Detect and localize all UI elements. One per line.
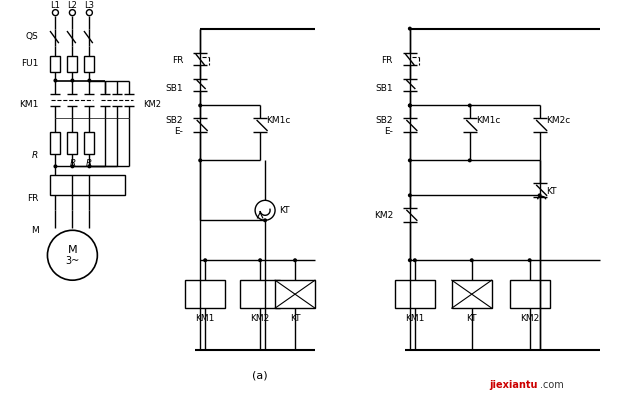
Circle shape bbox=[258, 258, 262, 262]
Circle shape bbox=[88, 79, 92, 83]
Text: KT: KT bbox=[546, 187, 556, 196]
Text: KM1: KM1 bbox=[405, 314, 424, 323]
Bar bbox=[51, 175, 125, 195]
Text: R: R bbox=[69, 159, 76, 168]
Bar bbox=[67, 132, 77, 154]
Bar bbox=[275, 280, 315, 308]
Bar bbox=[240, 280, 280, 308]
Bar bbox=[509, 280, 550, 308]
Text: KM2c: KM2c bbox=[546, 116, 570, 125]
Text: 3~: 3~ bbox=[65, 256, 79, 266]
Bar bbox=[185, 280, 225, 308]
Text: M: M bbox=[31, 226, 38, 235]
Circle shape bbox=[538, 193, 541, 197]
Circle shape bbox=[408, 258, 412, 262]
Text: M: M bbox=[68, 245, 77, 255]
Text: jiexiantu: jiexiantu bbox=[490, 380, 538, 390]
Circle shape bbox=[470, 258, 474, 262]
Text: KT: KT bbox=[290, 314, 300, 323]
Text: KM1c: KM1c bbox=[266, 116, 291, 125]
Circle shape bbox=[88, 164, 92, 168]
Text: E-: E- bbox=[174, 127, 183, 136]
Text: E-: E- bbox=[384, 127, 393, 136]
Text: SB2: SB2 bbox=[166, 116, 183, 125]
Circle shape bbox=[468, 158, 472, 162]
Circle shape bbox=[468, 103, 472, 107]
Text: L2: L2 bbox=[67, 1, 77, 10]
Circle shape bbox=[198, 103, 202, 107]
Bar bbox=[51, 132, 60, 154]
Text: .com: .com bbox=[540, 380, 563, 390]
Circle shape bbox=[408, 103, 412, 107]
Circle shape bbox=[527, 258, 532, 262]
Circle shape bbox=[53, 79, 58, 83]
Circle shape bbox=[53, 164, 58, 168]
Text: KT: KT bbox=[467, 314, 477, 323]
Text: L1: L1 bbox=[51, 1, 60, 10]
Circle shape bbox=[408, 103, 412, 107]
Circle shape bbox=[408, 26, 412, 30]
Text: SB1: SB1 bbox=[375, 84, 393, 93]
Bar bbox=[51, 56, 60, 71]
Text: KM2: KM2 bbox=[143, 100, 161, 109]
Text: KM1: KM1 bbox=[195, 314, 215, 323]
Text: L3: L3 bbox=[84, 1, 94, 10]
Circle shape bbox=[198, 158, 202, 162]
Circle shape bbox=[293, 258, 297, 262]
Text: FR: FR bbox=[381, 56, 393, 65]
Circle shape bbox=[408, 158, 412, 162]
Text: KM2: KM2 bbox=[250, 314, 269, 323]
Text: R: R bbox=[32, 151, 38, 160]
Bar bbox=[84, 132, 94, 154]
Circle shape bbox=[47, 230, 97, 280]
Bar bbox=[67, 56, 77, 71]
Text: KT: KT bbox=[279, 206, 289, 215]
Text: (a): (a) bbox=[252, 370, 268, 380]
Text: KM1: KM1 bbox=[19, 100, 38, 109]
Circle shape bbox=[408, 193, 412, 197]
Circle shape bbox=[70, 79, 74, 83]
Text: FR: FR bbox=[172, 56, 183, 65]
Circle shape bbox=[70, 164, 74, 168]
Text: QS: QS bbox=[26, 32, 38, 41]
Bar bbox=[84, 56, 94, 71]
Text: KM2: KM2 bbox=[374, 211, 393, 220]
Circle shape bbox=[203, 258, 207, 262]
Text: R: R bbox=[86, 159, 93, 168]
Text: FU1: FU1 bbox=[21, 59, 38, 68]
Circle shape bbox=[413, 258, 417, 262]
Text: KM1c: KM1c bbox=[476, 116, 500, 125]
Text: FR: FR bbox=[27, 194, 38, 203]
Bar bbox=[452, 280, 492, 308]
Circle shape bbox=[263, 218, 267, 222]
Bar bbox=[395, 280, 435, 308]
Text: KM2: KM2 bbox=[520, 314, 540, 323]
Text: SB1: SB1 bbox=[166, 84, 183, 93]
Text: SB2: SB2 bbox=[376, 116, 393, 125]
